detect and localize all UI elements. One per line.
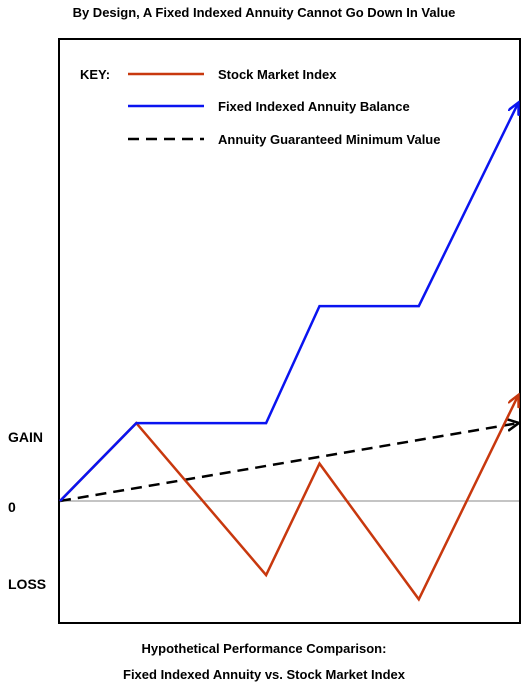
series-line-fixed-indexed-annuity-balance bbox=[59, 103, 518, 502]
y-tick-label-loss: LOSS bbox=[8, 576, 47, 592]
chart-title: By Design, A Fixed Indexed Annuity Canno… bbox=[72, 5, 456, 20]
legend-label-1: Fixed Indexed Annuity Balance bbox=[218, 99, 410, 114]
legend: KEY: Stock Market Index Fixed Indexed Ann… bbox=[80, 67, 440, 147]
series-layer bbox=[59, 103, 518, 602]
series-line-annuity-guaranteed-minimum-value bbox=[59, 423, 518, 503]
legend-key-label: KEY: bbox=[80, 67, 110, 82]
y-tick-label-gain: GAIN bbox=[8, 429, 43, 445]
y-tick-label-zero: 0 bbox=[8, 499, 16, 515]
legend-label-2: Annuity Guaranteed Minimum Value bbox=[218, 132, 440, 147]
series-line-stock-market-index bbox=[59, 396, 518, 602]
legend-label-0: Stock Market Index bbox=[218, 67, 337, 82]
caption-line-1: Hypothetical Performance Comparison: bbox=[141, 641, 387, 656]
plot-frame bbox=[58, 38, 521, 624]
caption-line-2: Fixed Indexed Annuity vs. Stock Market I… bbox=[123, 667, 405, 682]
